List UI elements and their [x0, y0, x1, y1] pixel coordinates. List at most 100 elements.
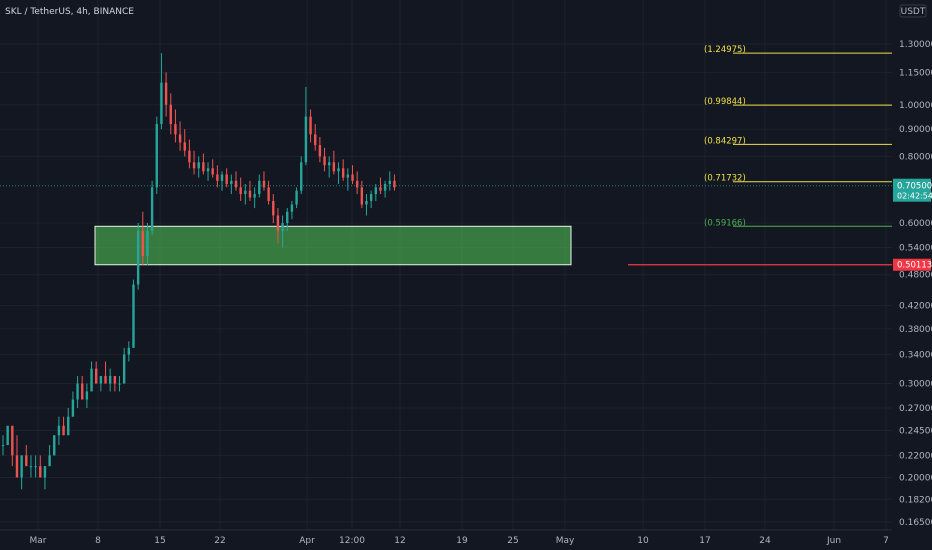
candle-body: [206, 168, 210, 172]
candle-body: [262, 180, 266, 188]
candle-body: [76, 383, 79, 400]
fib-levels[interactable]: (1.24975) (0.99844) (0.84297) (0.71732) (0.5…: [0, 45, 892, 266]
candle: [132, 279, 135, 348]
candle-body: [132, 284, 135, 348]
fib-level[interactable]: (0.99844): [704, 97, 892, 107]
y-tick-label: 1.15000: [899, 68, 932, 78]
candle-body: [71, 399, 75, 417]
candle: [220, 171, 224, 191]
candle-body: [332, 162, 336, 172]
candle-body: [374, 187, 377, 195]
candle-body: [85, 391, 89, 400]
candle-body: [34, 466, 37, 468]
candle: [48, 445, 51, 467]
candle: [164, 72, 168, 117]
fib-label: (0.59166): [704, 218, 746, 228]
candle-body: [379, 187, 382, 191]
candle: [225, 168, 228, 188]
candle-body: [43, 466, 47, 478]
support-price-badge[interactable]: 0.50113: [893, 258, 932, 271]
candle-body: [304, 116, 308, 163]
fib-level[interactable]: (0.71732): [704, 174, 892, 184]
candle: [183, 129, 186, 157]
x-tick-label: 10: [637, 536, 649, 546]
currency-badge[interactable]: USDT: [899, 4, 927, 18]
candle-body: [351, 174, 354, 181]
candle: [108, 368, 112, 392]
candle-body: [11, 425, 14, 456]
candle-body: [341, 168, 345, 178]
candle: [267, 180, 270, 205]
fib-level[interactable]: (0.84297): [704, 136, 892, 146]
candle: [141, 211, 144, 266]
currency-label: USDT: [901, 7, 926, 17]
candle: [341, 159, 345, 181]
candle-body: [29, 466, 33, 468]
candle-body: [155, 124, 158, 188]
candle: [383, 180, 387, 198]
candle: [290, 200, 294, 220]
x-tick-label: 12: [394, 536, 405, 546]
candle-body: [220, 174, 224, 181]
chart-title: SKL / TetherUS, 4h, BINANCE: [5, 7, 134, 17]
candle-body: [318, 145, 322, 157]
candle: [272, 194, 275, 224]
candle: [304, 86, 308, 166]
candle-body: [62, 425, 65, 436]
candle: [239, 177, 242, 201]
support-price-bg: [893, 258, 931, 271]
candle: [351, 165, 354, 185]
time-axis[interactable]: Mar 8 15 22 Apr 12:00 12 19 25 May 10 17 24 Jun 7: [0, 529, 892, 546]
candle: [178, 121, 182, 151]
x-tick-label: 15: [154, 536, 165, 546]
candle-body: [276, 215, 280, 231]
candle-body: [286, 211, 289, 224]
candle: [15, 435, 19, 478]
candle-body: [141, 230, 144, 257]
zone-rectangle[interactable]: [94, 225, 572, 266]
candle-body: [160, 82, 163, 125]
candle: [146, 223, 149, 266]
candle-body: [104, 375, 107, 384]
x-tick-label: May: [556, 536, 575, 546]
fib-label: (0.71732): [704, 174, 746, 184]
candle-body: [230, 180, 233, 185]
candle: [25, 445, 28, 467]
candle-body: [174, 124, 177, 135]
candle: [346, 168, 350, 191]
candle: [323, 147, 326, 172]
x-tick-label: 8: [95, 536, 101, 546]
candle: [122, 347, 126, 384]
candle: [332, 150, 336, 175]
candle: [244, 184, 247, 205]
candle-body: [48, 455, 51, 467]
candle: [253, 187, 256, 209]
candle-body: [393, 180, 396, 188]
candle: [314, 124, 317, 151]
fib-level[interactable]: (0.59166): [704, 218, 892, 228]
x-tick-label: 19: [456, 536, 468, 546]
candle-body: [53, 435, 56, 456]
candle: [169, 93, 172, 135]
candle: [216, 165, 219, 188]
candle-body: [178, 134, 182, 143]
current-price-bg: [893, 178, 931, 202]
fib-level[interactable]: (1.24975): [704, 45, 892, 55]
x-tick-label: 12:00: [339, 536, 365, 546]
candle: [34, 455, 37, 478]
candle-body: [290, 204, 294, 212]
candle-body: [67, 416, 70, 436]
demand-zone[interactable]: [94, 225, 572, 266]
support-price-label: 0.50113: [897, 261, 932, 271]
candle: [67, 407, 70, 436]
